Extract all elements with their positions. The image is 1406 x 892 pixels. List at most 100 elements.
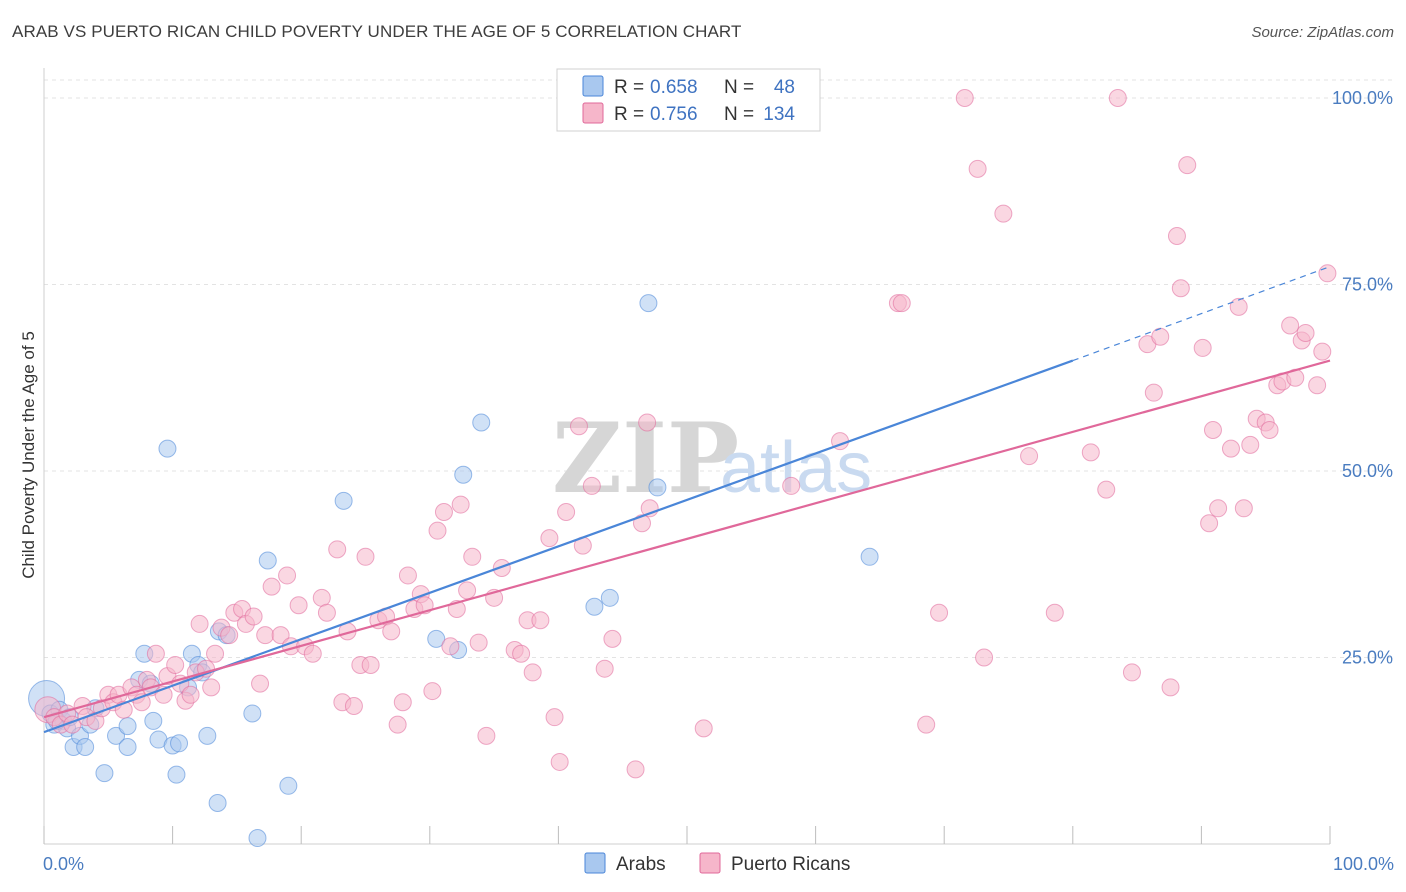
puerto-ricans-point — [582, 476, 601, 495]
legend-r-label-arabs: R = — [614, 77, 644, 98]
bottom-legend-label-arabs: Arabs — [616, 854, 666, 875]
puerto-ricans-point — [632, 514, 651, 533]
legend-r-value-arabs: 0.658 — [650, 77, 698, 98]
arabs-point — [860, 547, 879, 566]
puerto-ricans-point — [557, 503, 576, 522]
puerto-ricans-point — [968, 159, 987, 178]
bottom-legend-label-puerto-ricans: Puerto Ricans — [731, 854, 850, 875]
puerto-ricans-point — [271, 626, 290, 645]
puerto-ricans-point — [492, 558, 511, 577]
puerto-ricans-point — [930, 603, 949, 622]
puerto-ricans-point — [278, 566, 297, 585]
y-axis-label: Child Poverty Under the Age of 5 — [19, 331, 38, 579]
arabs-point — [167, 765, 186, 784]
puerto-ricans-point — [892, 294, 911, 313]
puerto-ricans-point — [1241, 435, 1260, 454]
arabs-point — [248, 829, 267, 848]
puerto-ricans-point — [1097, 480, 1116, 499]
puerto-ricans-point — [1045, 603, 1064, 622]
arabs-points — [28, 294, 879, 848]
legend-n-label-puerto-ricans: N = — [724, 104, 754, 125]
puerto-ricans-point — [595, 659, 614, 678]
puerto-ricans-point — [1229, 297, 1248, 316]
x-tick-labels: 0.0% 100.0% — [43, 854, 1394, 874]
puerto-ricans-point — [469, 633, 488, 652]
puerto-ricans-point — [955, 89, 974, 107]
chart-title: ARAB VS PUERTO RICAN CHILD POVERTY UNDER… — [12, 22, 742, 41]
puerto-ricans-point — [434, 503, 453, 522]
legend-n-value-puerto-ricans: 134 — [763, 104, 795, 125]
y-tick-label: 50.0% — [1342, 461, 1393, 481]
puerto-ricans-point — [303, 644, 322, 663]
puerto-ricans-point — [1161, 678, 1180, 697]
puerto-ricans-point — [1200, 514, 1219, 533]
puerto-ricans-point — [694, 719, 713, 738]
puerto-ricans-point — [206, 644, 225, 663]
arabs-point — [258, 551, 277, 570]
y-tick-label: 75.0% — [1342, 275, 1393, 295]
puerto-ricans-point — [317, 603, 336, 622]
arabs-point — [198, 726, 217, 745]
puerto-ricans-point — [328, 540, 347, 559]
puerto-ricans-point — [388, 715, 407, 734]
puerto-ricans-point — [382, 622, 401, 641]
puerto-ricans-point — [146, 644, 165, 663]
puerto-ricans-point — [1260, 420, 1279, 439]
puerto-ricans-point — [463, 547, 482, 566]
puerto-ricans-point — [398, 566, 417, 585]
arabs-point — [585, 597, 604, 616]
puerto-ricans-point — [1081, 443, 1100, 462]
puerto-ricans-point — [1020, 447, 1039, 466]
puerto-ricans-point — [423, 682, 442, 701]
puerto-ricans-point — [244, 607, 263, 626]
puerto-ricans-point — [393, 693, 412, 712]
puerto-ricans-point — [523, 663, 542, 682]
x-tick-label-min: 0.0% — [43, 854, 84, 874]
arabs-point — [243, 704, 262, 723]
puerto-ricans-point — [428, 521, 447, 540]
bottom-legend: Arabs Puerto Ricans — [584, 852, 850, 875]
arabs-point — [158, 439, 177, 458]
arabs-point — [208, 793, 227, 812]
puerto-ricans-point — [166, 655, 185, 674]
puerto-ricans-point — [356, 547, 375, 566]
chart-source: Source: ZipAtlas.com — [1251, 24, 1394, 41]
arabs-point — [454, 465, 473, 484]
puerto-ricans-point — [782, 476, 801, 495]
puerto-ricans-point — [1193, 338, 1212, 357]
arabs-point — [170, 734, 189, 753]
puerto-ricans-point — [451, 495, 470, 514]
legend-r-label-puerto-ricans: R = — [614, 104, 644, 125]
puerto-ricans-point — [545, 708, 564, 727]
puerto-ricans-point — [1209, 499, 1228, 518]
puerto-ricans-point — [1122, 663, 1141, 682]
puerto-ricans-point — [458, 581, 477, 600]
puerto-ricans-point — [289, 596, 308, 615]
puerto-ricans-point — [181, 685, 200, 704]
legend-box: R = 0.658 N = 48 R = 0.756 N = 134 — [556, 68, 821, 132]
puerto-ricans-point — [994, 204, 1013, 223]
puerto-ricans-point — [1281, 316, 1300, 335]
puerto-ricans-point — [1167, 227, 1186, 246]
arabs-point — [107, 726, 126, 745]
puerto-ricans-point — [1178, 156, 1197, 175]
puerto-ricans-point — [569, 417, 588, 436]
puerto-ricans-point — [202, 678, 221, 697]
puerto-ricans-point — [361, 655, 380, 674]
puerto-ricans-point — [626, 760, 645, 779]
y-tick-label: 100.0% — [1332, 88, 1393, 108]
puerto-ricans-point — [1171, 279, 1190, 298]
arabs-trend-line-extension — [1072, 266, 1331, 362]
arabs-point — [639, 294, 658, 313]
puerto-ricans-point — [262, 577, 281, 596]
puerto-ricans-point — [190, 614, 209, 633]
puerto-ricans-point — [1108, 89, 1127, 107]
legend-n-value-arabs: 48 — [774, 77, 795, 98]
puerto-ricans-point — [638, 413, 657, 432]
arabs-point — [95, 764, 114, 783]
arabs-point — [334, 491, 353, 510]
puerto-ricans-point — [344, 696, 363, 715]
puerto-ricans-point — [1203, 420, 1222, 439]
puerto-ricans-point — [256, 626, 275, 645]
puerto-ricans-point — [1308, 376, 1327, 395]
